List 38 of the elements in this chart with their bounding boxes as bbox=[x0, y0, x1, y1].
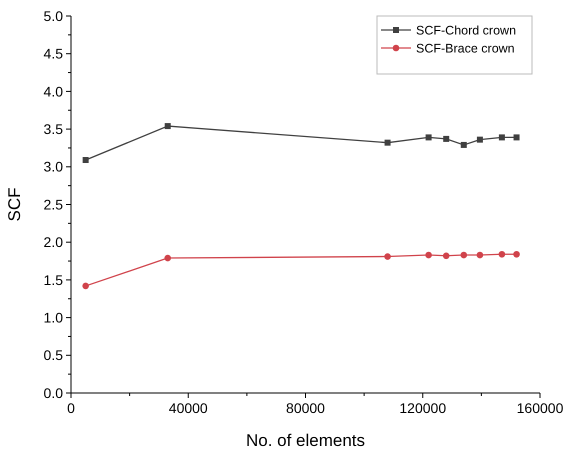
legend-label: SCF-Brace crown bbox=[416, 41, 515, 56]
point bbox=[498, 250, 506, 258]
point bbox=[164, 123, 171, 130]
point bbox=[426, 134, 432, 140]
y-tick-label: 0.5 bbox=[44, 347, 64, 364]
y-tick-label: 3.5 bbox=[44, 121, 64, 137]
legend-label: SCF-Chord crown bbox=[416, 23, 516, 38]
y-axis-title: SCF bbox=[5, 188, 24, 222]
y-tick-label: 2.0 bbox=[44, 234, 64, 250]
point bbox=[476, 252, 484, 258]
x-tick-label: 40000 bbox=[168, 400, 208, 416]
point bbox=[384, 253, 391, 260]
point bbox=[460, 142, 467, 148]
y-tick-label: 4.5 bbox=[44, 46, 64, 62]
y-tick-label: 1.5 bbox=[44, 272, 64, 288]
y-tick-label: 3.0 bbox=[44, 158, 64, 175]
x-tick-label: 80000 bbox=[286, 400, 326, 416]
y-tick-label: 2.5 bbox=[44, 196, 64, 212]
point bbox=[476, 136, 483, 143]
x-tick-label: 160000 bbox=[516, 400, 564, 416]
point bbox=[498, 134, 505, 140]
point bbox=[442, 252, 450, 260]
x-tick-label: 120000 bbox=[399, 400, 446, 416]
x-tick-label: 0 bbox=[67, 400, 76, 416]
point bbox=[82, 157, 89, 164]
point bbox=[443, 136, 450, 142]
y-tick-label: 0.0 bbox=[44, 384, 64, 401]
point bbox=[164, 254, 172, 262]
x-axis-title: No. of elements bbox=[246, 431, 366, 450]
y-tick-label: 5.0 bbox=[44, 8, 64, 24]
point bbox=[384, 140, 391, 146]
point bbox=[514, 134, 520, 140]
y-tick-label: 4.0 bbox=[44, 83, 64, 100]
y-tick-label: 1.0 bbox=[44, 310, 64, 326]
point bbox=[425, 252, 432, 258]
point bbox=[82, 282, 89, 290]
point bbox=[460, 252, 468, 258]
point bbox=[513, 250, 520, 258]
